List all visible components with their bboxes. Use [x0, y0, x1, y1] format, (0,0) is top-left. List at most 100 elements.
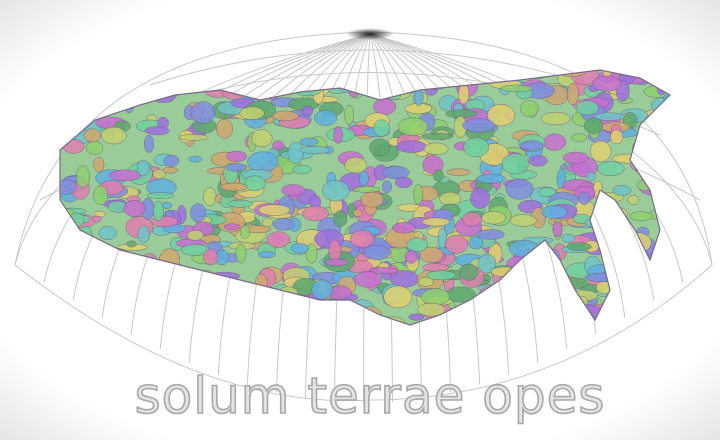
soil-region: [421, 288, 450, 306]
soil-region: [353, 271, 383, 288]
soil-region: [413, 89, 424, 106]
soil-region: [144, 126, 170, 136]
soil-region: [383, 285, 413, 309]
soil-region: [609, 129, 624, 145]
soil-region: [272, 218, 295, 231]
soil-region: [562, 151, 589, 164]
caption: solum terrae opes: [135, 367, 606, 425]
soil-region: [470, 187, 490, 209]
soil-region: [418, 277, 434, 287]
soil-region: [373, 119, 390, 137]
soil-region: [394, 176, 413, 189]
soil-region: [203, 187, 217, 206]
soil-region: [468, 236, 484, 250]
soil-region: [382, 165, 410, 180]
soil-region: [223, 223, 241, 231]
soil-region: [239, 225, 251, 239]
soil-region: [373, 98, 396, 116]
soil-region: [541, 111, 571, 126]
soil-region: [627, 194, 639, 205]
soil-region: [146, 192, 175, 199]
soil-region: [458, 83, 470, 105]
soil-region: [445, 234, 469, 254]
soil-region: [396, 140, 427, 153]
soil-region: [426, 270, 456, 281]
soil-region: [290, 243, 309, 254]
soil-region: [481, 211, 506, 225]
soil-region: [583, 117, 603, 134]
soil-region: [413, 184, 424, 205]
soil-region: [501, 153, 529, 175]
soil-region: [328, 239, 342, 262]
soil-region: [408, 313, 425, 321]
soil-region: [406, 237, 428, 252]
soil-region: [287, 141, 304, 165]
soil-region: [301, 105, 314, 117]
soil-region: [266, 231, 291, 248]
soil-region: [421, 217, 451, 227]
soil-region: [358, 170, 369, 186]
soil-region: [541, 205, 568, 219]
soil-region: [220, 182, 248, 192]
soil-region: [226, 163, 247, 172]
soil-region: [93, 185, 109, 206]
soil-region: [629, 211, 653, 222]
soil-region: [477, 254, 497, 274]
soil-region: [421, 132, 454, 140]
soil-region: [292, 164, 312, 175]
soil-region: [299, 146, 330, 155]
soil-region: [272, 140, 285, 151]
soil-region: [505, 178, 534, 200]
soil-region: [251, 129, 273, 148]
soil-region: [528, 155, 548, 167]
soil-region: [476, 173, 506, 184]
soil-region: [75, 165, 91, 188]
soil-region: [462, 212, 482, 227]
soil-region: [215, 118, 233, 139]
soil-region: [439, 191, 461, 206]
soil-region: [190, 203, 207, 223]
soil-region: [369, 267, 399, 275]
soil-region: [397, 117, 429, 136]
soil-region: [227, 199, 254, 208]
soil-region: [519, 140, 544, 151]
soil-region: [202, 248, 219, 266]
soil-region: [520, 100, 539, 117]
soil-region: [247, 151, 279, 173]
soil-region: [137, 225, 150, 243]
soil-region: [353, 186, 381, 193]
soil-region: [108, 169, 142, 182]
soil-region: [561, 233, 576, 243]
soil-region: [423, 142, 449, 155]
soil-region: [382, 180, 392, 194]
soil-region: [137, 159, 150, 177]
soil-region: [257, 251, 276, 259]
soil-region: [458, 263, 479, 281]
soil-region: [152, 200, 164, 222]
soil-region: [590, 140, 612, 163]
soil-region: [417, 302, 446, 317]
soil-region: [344, 104, 355, 125]
soil-region: [509, 214, 537, 227]
soil-region: [500, 84, 533, 93]
soil-region: [566, 242, 592, 252]
lower-boundary: [14, 264, 713, 402]
soil-region: [543, 133, 567, 151]
soil-region: [178, 134, 209, 141]
soil-region: [446, 168, 471, 176]
soil-region: [299, 137, 319, 147]
soil-region: [190, 101, 216, 124]
soil-region: [126, 240, 137, 248]
soil-region: [404, 250, 418, 264]
soil-region: [314, 110, 338, 126]
soil-region: [344, 156, 367, 174]
soil-region: [571, 133, 588, 142]
soil-region: [392, 222, 416, 234]
soil-region: [163, 154, 180, 167]
soil-region: [186, 229, 204, 241]
soil-region: [258, 204, 291, 216]
soil-region: [235, 243, 247, 264]
soil-region: [538, 187, 556, 197]
soil-region: [575, 100, 599, 116]
